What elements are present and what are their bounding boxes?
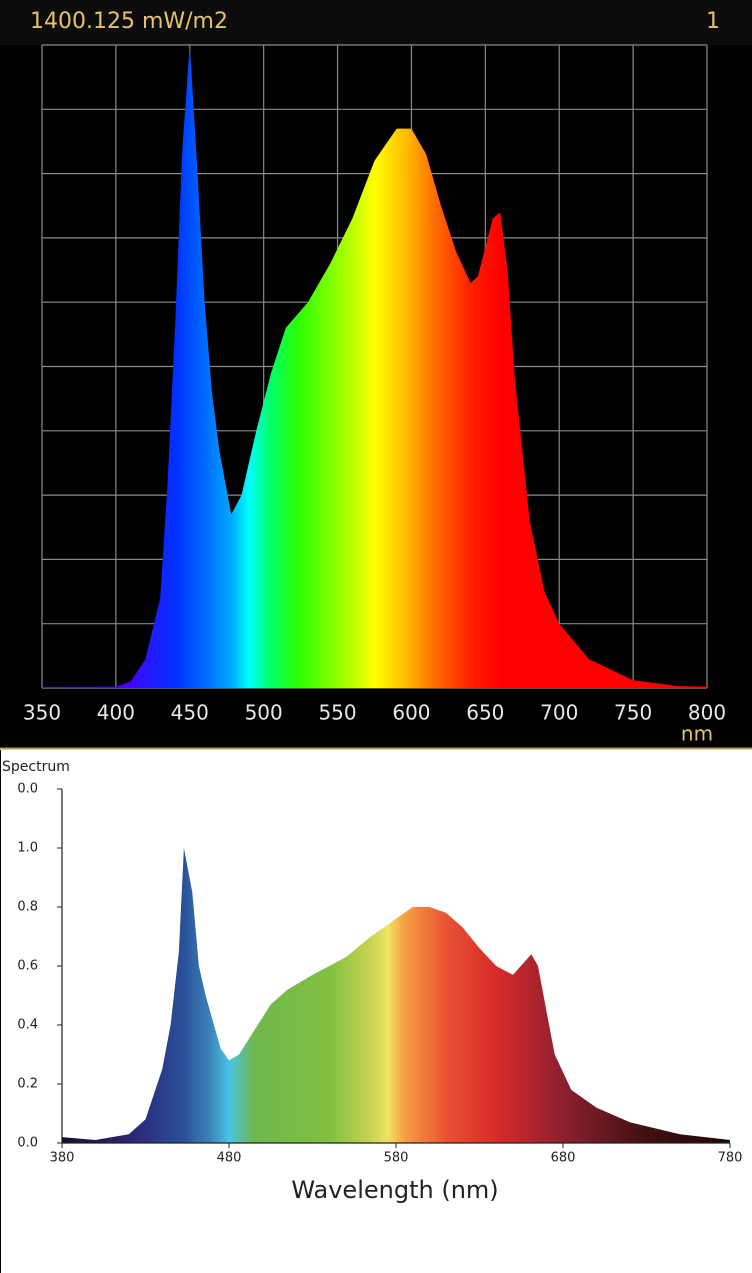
x-tick-label: 480 — [217, 1151, 242, 1166]
x-tick-label: 780 — [718, 1151, 743, 1166]
x-tick-label: 650 — [466, 701, 504, 725]
x-tick-label: 680 — [551, 1151, 576, 1166]
y-tick-label: 0.0 — [17, 1136, 38, 1151]
y-tick-label: 0.0 — [17, 782, 38, 797]
spectrum-area — [42, 45, 707, 688]
x-axis-label: Wavelength (nm) — [291, 1176, 498, 1204]
x-tick-label: 800 — [688, 701, 726, 725]
y-tick-label: 0.4 — [17, 1018, 38, 1033]
meter-header — [0, 0, 752, 45]
y-axis-label: Spectrum — [2, 759, 70, 775]
y-tick-label: 0.6 — [17, 959, 38, 974]
x-tick-label: 400 — [97, 701, 135, 725]
x-tick-label: 380 — [50, 1151, 75, 1166]
x-tick-label: 750 — [614, 701, 652, 725]
channel: 1 — [706, 9, 720, 34]
spectrum-area — [62, 848, 730, 1143]
x-tick-label: 450 — [171, 701, 209, 725]
reading: 1400.125 mW/m2 — [30, 9, 228, 34]
y-tick-label: 1.0 — [17, 841, 38, 856]
x-tick-label: 350 — [23, 701, 61, 725]
x-tick-label: 550 — [318, 701, 356, 725]
x-tick-label: 500 — [245, 701, 283, 725]
x-tick-label: 600 — [392, 701, 430, 725]
x-axis-label: nm — [681, 722, 713, 746]
x-tick-label: 700 — [540, 701, 578, 725]
y-tick-label: 0.2 — [17, 1077, 38, 1092]
y-tick-label: 0.8 — [17, 900, 38, 915]
x-tick-label: 580 — [384, 1151, 409, 1166]
